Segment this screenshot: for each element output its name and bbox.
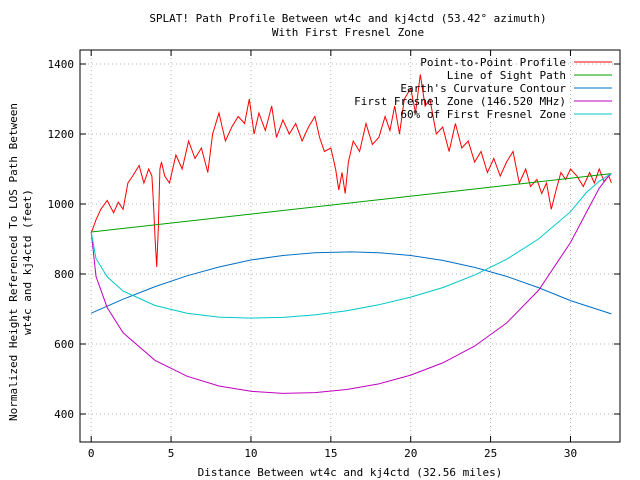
x-tick-label: 5	[168, 447, 175, 460]
series-line	[90, 173, 612, 319]
series-lines	[90, 74, 612, 394]
legend-entry-label: Point-to-Point Profile	[420, 56, 566, 69]
x-tick-label: 10	[244, 447, 257, 460]
x-tick-label: 0	[88, 447, 95, 460]
y-tick-label: 1400	[48, 58, 75, 71]
x-tick-label: 15	[324, 447, 337, 460]
axis-ticks: 0 5 10 15 20 25 30 400 600 800 1000 1200 1400	[48, 50, 620, 460]
plot-frame	[79, 49, 621, 443]
x-tick-label: 20	[404, 447, 417, 460]
x-tick-label: 25	[484, 447, 497, 460]
chart-subtitle: With First Fresnel Zone	[272, 26, 424, 39]
chart-title: SPLAT! Path Profile Between wt4c and kj4…	[149, 12, 546, 25]
series-line	[90, 251, 612, 315]
y-tick-label: 1200	[48, 128, 75, 141]
x-tick-label: 30	[564, 447, 577, 460]
legend-entry-label: First Fresnel Zone (146.520 MHz)	[354, 95, 566, 108]
x-axis-label: Distance Between wt4c and kj4ctd (32.56 …	[198, 466, 503, 479]
y-axis-label-line2: wt4c and kj4ctd (feet)	[21, 189, 34, 335]
grid	[80, 50, 620, 442]
y-tick-label: 600	[54, 338, 74, 351]
y-tick-label: 1000	[48, 198, 75, 211]
y-axis-label-line1: Normalized Height Referenced To LOS Path…	[7, 103, 20, 421]
series-line	[90, 74, 612, 268]
y-tick-label: 400	[54, 408, 74, 421]
legend-entry-label: Earth's Curvature Contour	[400, 82, 566, 95]
series-line	[91, 173, 612, 233]
legend-entry-label: 60% of First Fresnel Zone	[400, 108, 566, 121]
legend-entry-label: Line of Sight Path	[447, 69, 566, 82]
series-line	[90, 173, 612, 394]
y-tick-label: 800	[54, 268, 74, 281]
